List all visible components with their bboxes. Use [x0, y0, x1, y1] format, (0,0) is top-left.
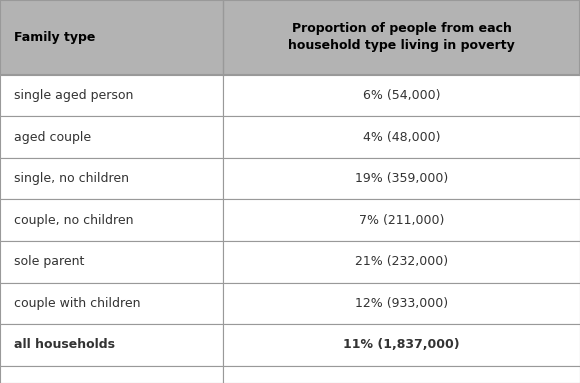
Text: Family type: Family type [14, 31, 96, 44]
Text: single, no children: single, no children [14, 172, 129, 185]
Text: 19% (359,000): 19% (359,000) [355, 172, 448, 185]
Bar [223, 158, 580, 200]
Text: couple with children: couple with children [14, 297, 141, 310]
Text: 7% (211,000): 7% (211,000) [359, 214, 444, 227]
Bar [0, 116, 223, 158]
Bar [0, 283, 223, 324]
Bar [223, 241, 580, 283]
Bar [223, 283, 580, 324]
Bar [0, 200, 223, 241]
Bar [0, 366, 223, 383]
Text: 21% (232,000): 21% (232,000) [355, 255, 448, 268]
Text: all households: all households [14, 339, 115, 352]
Bar [223, 366, 580, 383]
Bar [223, 200, 580, 241]
Text: couple, no children: couple, no children [14, 214, 134, 227]
Bar [223, 75, 580, 116]
Text: single aged person: single aged person [14, 89, 134, 102]
Text: 11% (1,837,000): 11% (1,837,000) [343, 339, 460, 352]
Text: 4% (48,000): 4% (48,000) [363, 131, 440, 144]
Text: 6% (54,000): 6% (54,000) [363, 89, 440, 102]
Bar [0, 158, 223, 200]
Text: 12% (933,000): 12% (933,000) [355, 297, 448, 310]
Bar [0, 75, 223, 116]
Text: sole parent: sole parent [14, 255, 85, 268]
Text: aged couple: aged couple [14, 131, 92, 144]
Bar [0, 324, 223, 366]
Bar [223, 324, 580, 366]
Bar [0, 0, 580, 75]
Bar [223, 116, 580, 158]
Bar [0, 241, 223, 283]
Text: Proportion of people from each
household type living in poverty: Proportion of people from each household… [288, 22, 515, 52]
